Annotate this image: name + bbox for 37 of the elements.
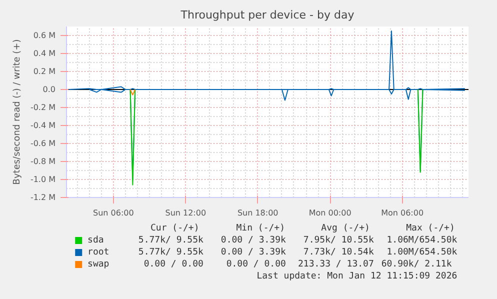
y-tick-label: 0.6 M — [33, 31, 56, 40]
text: 0.00 / 0.00 — [144, 260, 204, 270]
text: 1.00M/654.50k — [386, 248, 458, 258]
y-tick-label: 0.0 — [42, 85, 56, 94]
y-tick-label: -0.4 M — [30, 121, 56, 130]
text: 213.33 / 13.07 — [298, 260, 374, 270]
chart-title: Throughput per device - by day — [180, 8, 355, 22]
text: Max (-/+) — [406, 224, 455, 234]
y-tick-label: -0.8 M — [30, 157, 56, 166]
text: Avg (-/+) — [321, 224, 370, 234]
text: Min (-/+) — [236, 224, 286, 234]
text: Last update: Mon Jan 12 11:15:09 2026 — [256, 272, 458, 282]
y-tick-label: -1.2 M — [30, 193, 56, 202]
text: 0.00 / 3.39k — [220, 236, 287, 246]
text: 7.95k/ 10.55k — [303, 236, 374, 246]
legend-label: swap — [88, 260, 110, 270]
x-tick-label: Mon 06:00 — [381, 208, 424, 218]
x-tick-label: Sun 06:00 — [93, 208, 134, 218]
y-tick-label: 0.2 M — [33, 67, 56, 76]
x-tick-label: Sun 18:00 — [237, 208, 278, 218]
text: 1.06M/654.50k — [386, 236, 458, 246]
text: 5.77k/ 9.55k — [138, 236, 204, 246]
text: 0.00 / 0.00 — [226, 260, 286, 270]
y-tick-label: -1.0 M — [30, 175, 56, 184]
text: 0.00 / 3.39k — [220, 248, 287, 258]
text: 60.90k/ 2.11k — [381, 260, 452, 270]
text: 5.77k/ 9.55k — [138, 248, 204, 258]
x-tick-label: Mon 00:00 — [308, 208, 352, 218]
y-tick-label: 0.4 M — [33, 49, 56, 58]
y-tick-label: -0.2 M — [30, 103, 56, 112]
text: Cur (-/+) — [150, 224, 200, 234]
legend-label: root — [88, 248, 110, 258]
y-tick-label: -0.6 M — [30, 139, 56, 148]
x-tick-label: Sun 12:00 — [165, 208, 206, 218]
y-axis-title: Bytes/second read (-) / write (+) — [12, 39, 22, 185]
legend-label: sda — [88, 236, 104, 246]
text: 7.73k/ 10.54k — [303, 248, 374, 258]
